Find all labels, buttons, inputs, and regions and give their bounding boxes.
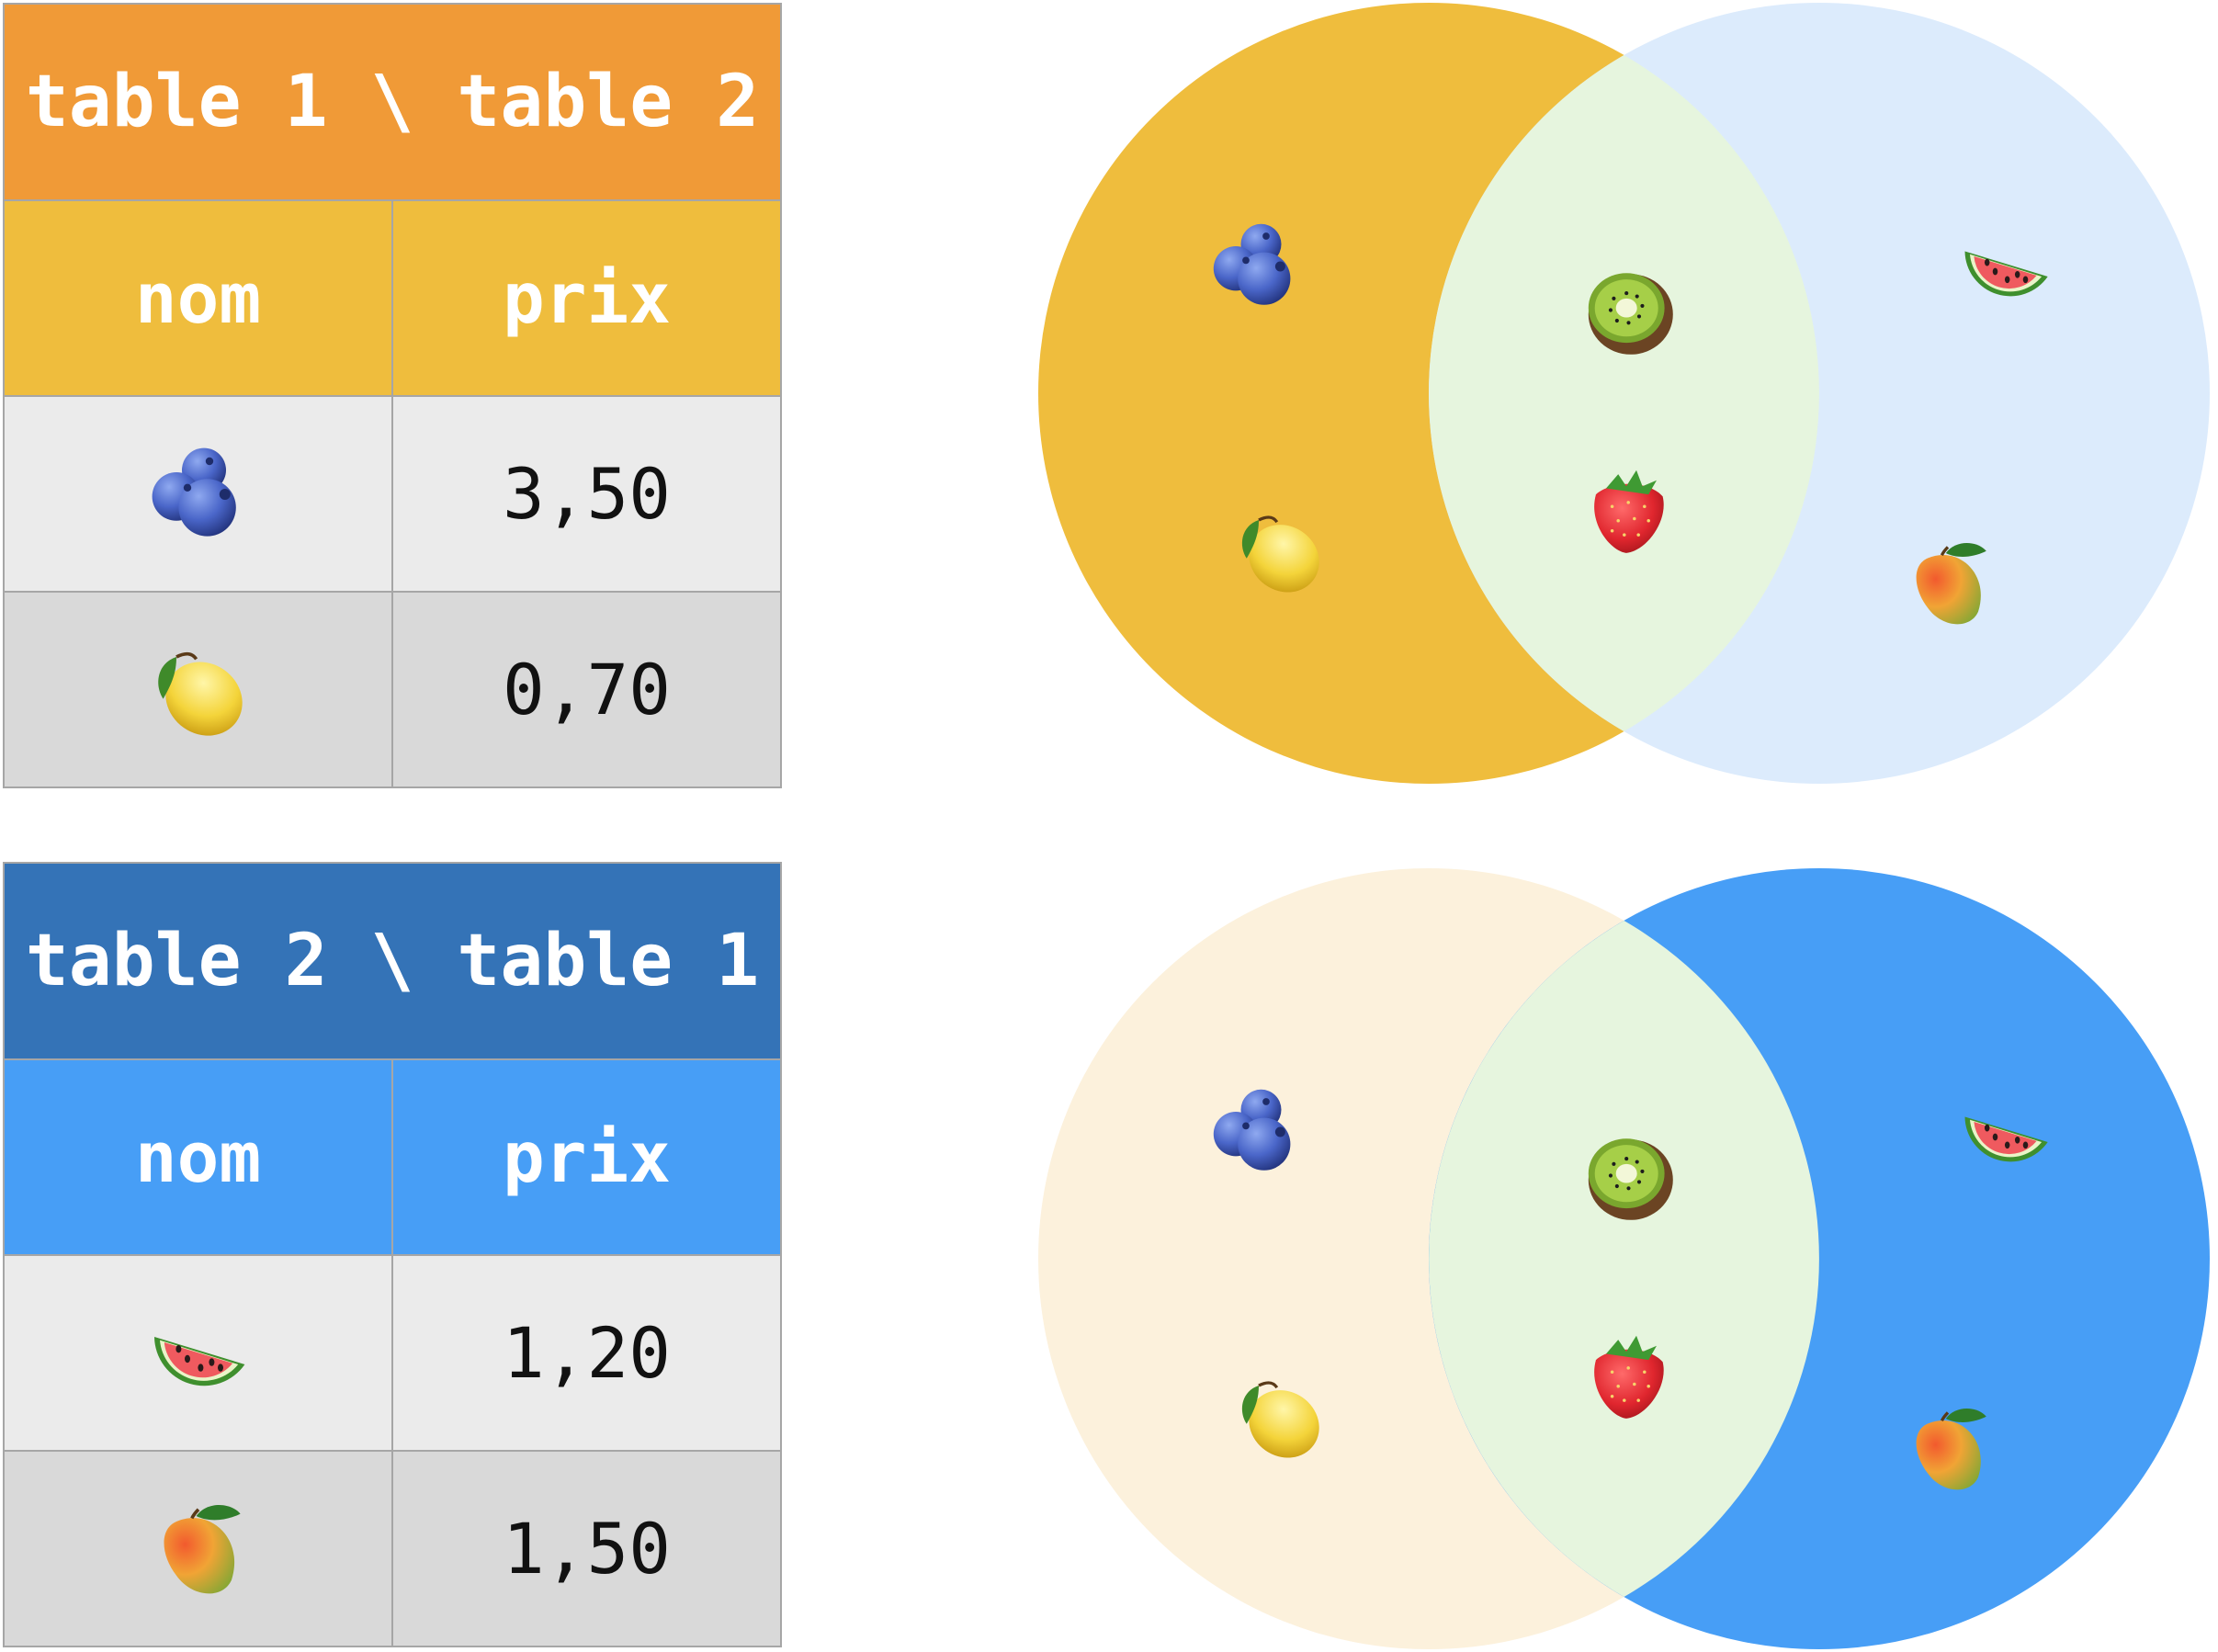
cell-prix: 0,70	[391, 591, 782, 788]
column-header-nom: nom	[3, 1058, 393, 1256]
table-row: 3,50	[3, 395, 782, 593]
cell-prix: 1,20	[391, 1254, 782, 1452]
table-row: 0,70	[3, 591, 782, 788]
venn-overlap	[1429, 55, 1819, 731]
venn-diagram-right-difference	[1038, 868, 2210, 1649]
column-header-prix: prix	[391, 199, 782, 397]
cell-prix: 3,50	[391, 395, 782, 593]
column-header-prix: prix	[391, 1058, 782, 1256]
table-2-minus-table-1: table 2 \ table 1 nom prix 1,20 1,50	[3, 862, 782, 1647]
mango-icon	[143, 1494, 254, 1604]
lemon-icon	[143, 635, 254, 745]
table-title: table 2 \ table 1	[3, 862, 782, 1060]
cell-nom	[3, 395, 393, 593]
cell-nom	[3, 1254, 393, 1452]
table-row: 1,20	[3, 1254, 782, 1452]
table-row: 1,50	[3, 1450, 782, 1647]
venn-overlap	[1429, 921, 1819, 1597]
table-title: table 1 \ table 2	[3, 3, 782, 201]
blueberries-icon	[143, 439, 254, 549]
venn-diagram-left-difference	[1038, 3, 2210, 784]
cell-prix: 1,50	[391, 1450, 782, 1647]
cell-nom	[3, 1450, 393, 1647]
watermelon-icon	[143, 1298, 254, 1409]
table-1-minus-table-2: table 1 \ table 2 nom prix 3,50 0,70	[3, 3, 782, 788]
cell-nom	[3, 591, 393, 788]
column-header-nom: nom	[3, 199, 393, 397]
